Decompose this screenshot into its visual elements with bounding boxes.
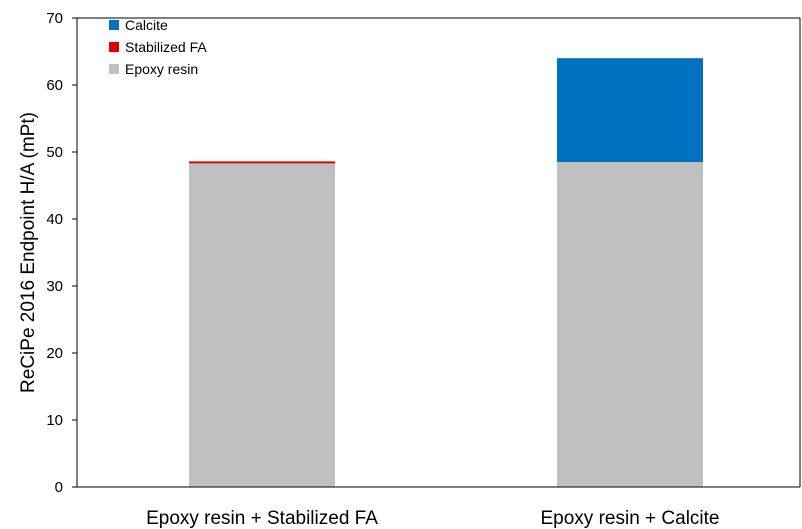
x-category-label-1: Epoxy resin + Stabilized FA [146,508,378,529]
legend-label-calcite: Calcite [125,17,168,33]
y-tick-label-40: 40 [46,211,63,228]
y-tick-label-0: 0 [55,479,63,496]
y-tick-label-30: 30 [46,278,63,295]
y-axis-ticks: 0 10 20 30 40 50 60 70 [46,10,77,496]
bar-calcite-2 [557,58,703,163]
legend-swatch-stabilized-fa [109,42,119,52]
y-tick-label-50: 50 [46,144,63,161]
y-tick-label-70: 70 [46,10,63,27]
legend-label-stabilized-fa: Stabilized FA [125,39,207,55]
y-tick-label-60: 60 [46,77,63,94]
x-axis-category-labels: Epoxy resin + Stabilized FA Epoxy resin +… [146,508,719,529]
legend: Calcite Stabilized FA Epoxy resin [109,17,207,77]
bar-epoxy-resin-1 [189,163,335,487]
bar-epoxy-resin-2 [557,162,703,488]
y-tick-label-10: 10 [46,412,63,429]
y-axis-title: ReCiPe 2016 Endpoint H/A (mPt) [18,112,39,393]
bars-group [189,58,703,488]
bar-stabilized-fa-1 [189,161,335,164]
y-tick-label-20: 20 [46,345,63,362]
legend-swatch-calcite [109,20,119,30]
legend-label-epoxy-resin: Epoxy resin [125,61,198,77]
legend-swatch-epoxy-resin [109,64,119,74]
x-category-label-2: Epoxy resin + Calcite [541,508,720,529]
